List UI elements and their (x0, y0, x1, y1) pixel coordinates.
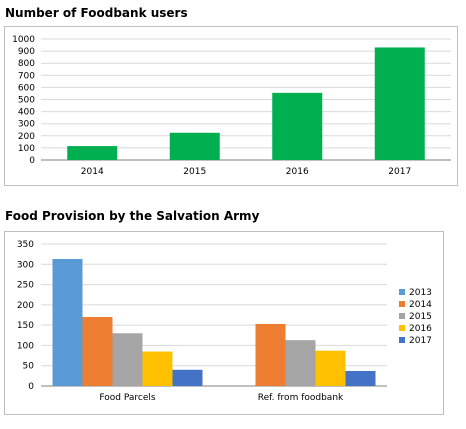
x-tick-label: Food Parcels (99, 393, 155, 403)
foodbank-users-chart: 0 100 200 300 400 500 600 700 800 900 1000 2014 2015… (12, 35, 451, 177)
bar-2017 (374, 47, 425, 160)
y-tick-label: 1000 (12, 35, 35, 45)
legend-label: 2015 (409, 312, 432, 322)
y-tick-label: 0 (29, 156, 35, 166)
legend-label: 2017 (409, 336, 432, 346)
food-provision-chart-panel: 0 50 100 150 200 250 300 350 Food Parcels Ref. fr… (4, 231, 444, 415)
y-tick-label: 100 (17, 341, 34, 351)
legend-swatch-2016 (399, 325, 405, 331)
y-tick-label: 50 (23, 362, 35, 372)
x-tick-label: 2017 (388, 167, 411, 177)
bar-2014 (67, 146, 118, 160)
legend-swatch-2017 (399, 337, 405, 343)
y-tick-label: 100 (18, 144, 35, 154)
y-tick-label: 500 (18, 96, 35, 106)
x-tick-label: 2015 (183, 167, 206, 177)
legend-swatch-2013 (399, 289, 405, 295)
bar-2014-1 (255, 323, 286, 386)
legend-swatch-2015 (399, 313, 405, 319)
chart-title-food-provision: Food Provision by the Salvation Army (5, 209, 260, 223)
y-tick-label: 800 (18, 59, 35, 69)
x-tick-label: 2016 (286, 167, 309, 177)
legend-label: 2014 (409, 300, 432, 310)
y-tick-label: 200 (18, 132, 35, 142)
bar-2013-0 (52, 259, 83, 386)
bar-2017-1 (345, 370, 376, 386)
y-tick-label: 300 (18, 120, 35, 130)
y-tick-label: 150 (17, 321, 34, 331)
bar-2016-1 (315, 350, 346, 386)
bar-2015 (169, 132, 220, 160)
y-tick-label: 700 (18, 71, 35, 81)
legend-label: 2013 (409, 288, 432, 298)
chart-title-foodbank-users: Number of Foodbank users (5, 6, 188, 20)
bar-2014-0 (82, 317, 113, 386)
bar-2015-1 (285, 340, 316, 386)
food-provision-chart: 0 50 100 150 200 250 300 350 Food Parcels Ref. fr… (17, 240, 432, 403)
y-tick-label: 0 (28, 382, 34, 392)
y-tick-label: 400 (18, 108, 35, 118)
y-tick-label: 300 (17, 260, 34, 270)
legend-label: 2016 (409, 324, 432, 334)
bar-2016 (272, 92, 323, 160)
x-tick-label: Ref. from foodbank (258, 393, 344, 403)
y-tick-label: 600 (18, 83, 35, 93)
bar-2015-0 (112, 333, 143, 386)
y-tick-label: 350 (17, 240, 34, 250)
y-tick-label: 200 (17, 301, 34, 311)
legend-swatch-2014 (399, 301, 405, 307)
x-tick-label: 2014 (81, 167, 104, 177)
y-tick-label: 250 (17, 281, 34, 291)
bar-2017-0 (172, 369, 203, 386)
y-tick-label: 900 (18, 47, 35, 57)
bar-2016-0 (142, 351, 173, 386)
foodbank-users-chart-panel: 0 100 200 300 400 500 600 700 800 900 1000 2014 2015… (4, 26, 458, 186)
